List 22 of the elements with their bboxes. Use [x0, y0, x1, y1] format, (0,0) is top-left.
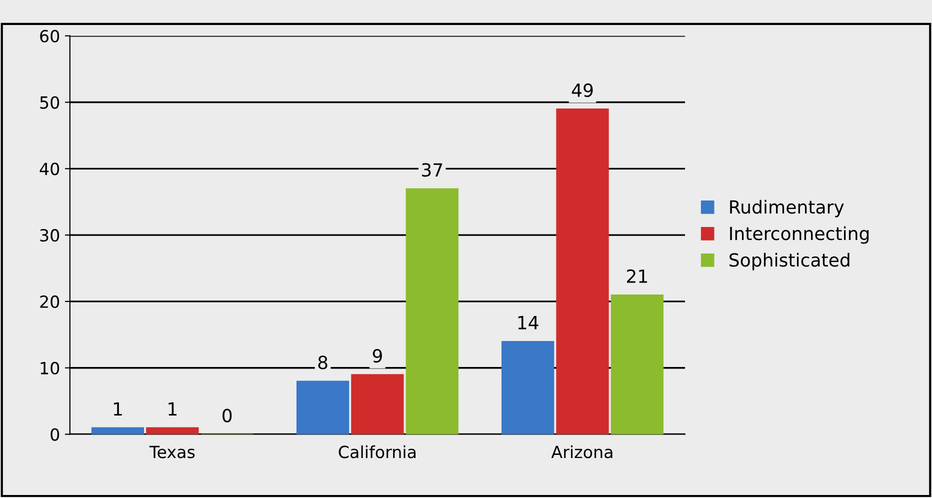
data-label: 37 [422, 163, 442, 177]
y-tick-label: 50 [40, 96, 60, 109]
data-label: 14 [518, 316, 538, 330]
y-tick-label: 0 [50, 428, 60, 441]
y-tick-label: 40 [40, 162, 60, 176]
y-tick-label: 10 [40, 362, 60, 374]
x-tick-label: California [338, 445, 416, 458]
data-label: 0 [222, 408, 232, 422]
legend-label: Interconnecting [730, 226, 869, 244]
y-tick-label: 20 [40, 295, 60, 308]
data-label: 9 [372, 349, 382, 363]
x-tick-label: Texas [149, 446, 195, 458]
legend-label: Sophisticated [730, 252, 850, 270]
x-tick-label: Arizona [551, 445, 612, 458]
legend-label: Rudimentary [730, 200, 844, 218]
data-label: 1 [168, 402, 176, 416]
data-label: 8 [318, 356, 328, 370]
data-label: 21 [627, 269, 647, 283]
data-label: 1 [114, 402, 122, 416]
y-tick-label: 60 [40, 30, 60, 42]
y-tick-label: 30 [40, 229, 60, 242]
data-label: 49 [572, 83, 593, 98]
